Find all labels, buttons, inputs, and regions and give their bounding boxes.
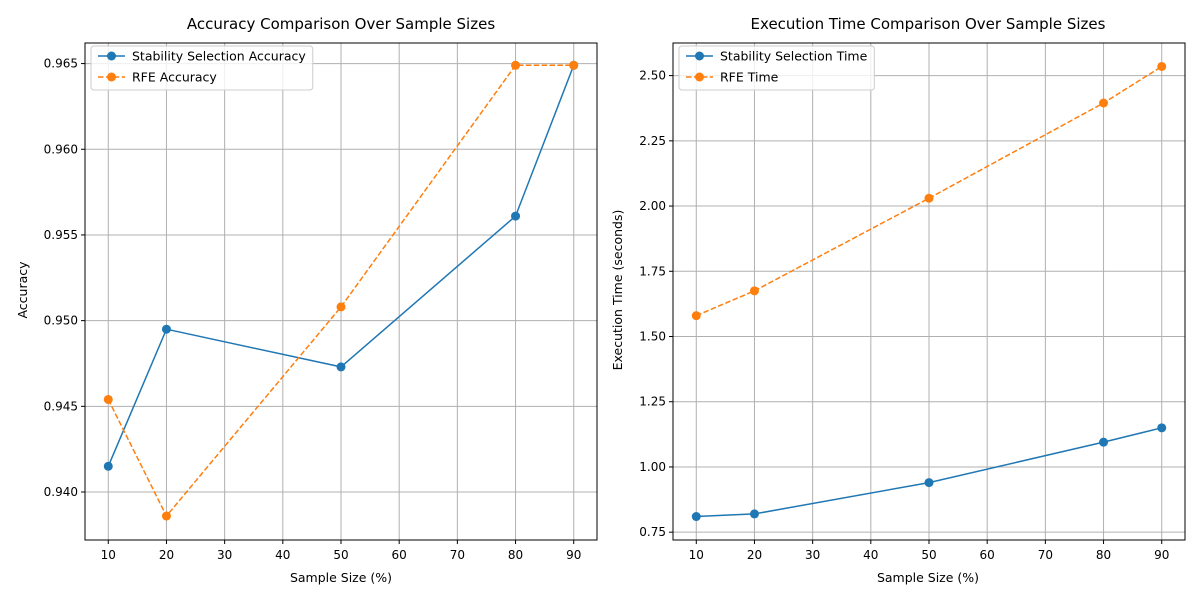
execution-time-x-tick-label: 30 <box>805 548 820 562</box>
accuracy-y-tick-label: 0.940 <box>44 485 78 499</box>
execution-time-chart-ylabel: Execution Time (seconds) <box>610 210 625 371</box>
accuracy-x-tick-label: 60 <box>392 548 407 562</box>
accuracy-legend-box <box>90 45 314 91</box>
accuracy-plot-area: 10 20 30 40 50 60 70 80 90 0.940 0.945 0.950 0.955 0.… <box>44 42 598 562</box>
accuracy-series-1-point <box>511 60 521 70</box>
execution-time-series-0-point <box>924 478 934 488</box>
accuracy-chart-title: Accuracy Comparison Over Sample Sizes <box>187 15 495 33</box>
execution-time-series-0-point <box>749 509 759 519</box>
accuracy-x-tick-label: 20 <box>159 548 174 562</box>
execution-time-y-tick-label: 2.00 <box>639 199 666 213</box>
execution-time-y-tick-label: 1.75 <box>639 264 666 278</box>
execution-time-x-tick-label: 80 <box>1096 548 1111 562</box>
execution-time-y-tick-label: 1.50 <box>639 330 666 344</box>
accuracy-series-1-point <box>569 60 579 70</box>
execution-time-plot-area: 10 20 30 40 50 60 70 80 90 0.75 1.00 1.25 1.50 1.75 2.… <box>639 42 1186 562</box>
accuracy-x-tick-label: 90 <box>566 548 581 562</box>
accuracy-x-tick-label: 10 <box>101 548 116 562</box>
accuracy-x-tick-label: 50 <box>333 548 348 562</box>
execution-time-series-1-point <box>691 311 701 321</box>
execution-time-x-tick-label: 40 <box>863 548 878 562</box>
execution-time-series-0-point <box>1157 423 1167 433</box>
execution-time-legend-label-0: Stability Selection Time <box>720 49 868 64</box>
accuracy-chart-ylabel: Accuracy <box>15 261 30 319</box>
execution-time-series-1-point <box>1157 61 1167 71</box>
execution-time-x-tick-label: 10 <box>689 548 704 562</box>
accuracy-series-1-point <box>336 302 346 312</box>
accuracy-legend-label-0: Stability Selection Accuracy <box>132 49 306 64</box>
execution-time-series-1-point <box>749 286 759 296</box>
execution-time-legend-label-1: RFE Time <box>720 70 779 85</box>
accuracy-y-tick-label: 0.945 <box>44 399 78 413</box>
accuracy-x-tick-label: 80 <box>508 548 523 562</box>
accuracy-series-0-point <box>511 211 521 221</box>
execution-time-y-tick-label: 1.25 <box>639 395 666 409</box>
accuracy-y-tick-label: 0.950 <box>44 314 78 328</box>
accuracy-series-0-point <box>161 324 171 334</box>
execution-time-x-tick-label: 70 <box>1038 548 1053 562</box>
execution-time-legend-box <box>678 45 875 91</box>
execution-time-x-tick-label: 20 <box>747 548 762 562</box>
execution-time-legend-marker-0 <box>695 51 704 61</box>
execution-time-series-1-point <box>924 193 934 203</box>
accuracy-x-tick-label: 30 <box>217 548 232 562</box>
accuracy-legend-label-1: RFE Accuracy <box>132 70 217 85</box>
execution-time-x-tick-label: 50 <box>921 548 936 562</box>
accuracy-chart-xlabel: Sample Size (%) <box>290 570 392 585</box>
execution-time-x-tick-label: 90 <box>1154 548 1169 562</box>
accuracy-x-tick-label: 70 <box>450 548 465 562</box>
execution-time-legend-marker-1 <box>695 72 704 82</box>
execution-time-chart-title: Execution Time Comparison Over Sample Si… <box>751 15 1106 33</box>
accuracy-chart: Accuracy Comparison Over Sample Sizes Sa… <box>15 15 598 585</box>
accuracy-series-1-point <box>103 394 113 404</box>
execution-time-y-tick-label: 2.50 <box>639 69 666 83</box>
execution-time-y-tick-label: 0.75 <box>639 525 666 539</box>
accuracy-legend-marker-0 <box>107 51 116 61</box>
execution-time-series-1-point <box>1099 98 1109 108</box>
accuracy-y-tick-label: 0.965 <box>44 57 78 71</box>
accuracy-series-1-point <box>161 511 171 521</box>
execution-time-series-0-point <box>1099 437 1109 447</box>
accuracy-y-tick-label: 0.960 <box>44 142 78 156</box>
execution-time-legend: Stability Selection Time RFE Time <box>678 45 875 91</box>
accuracy-x-tick-label: 40 <box>275 548 290 562</box>
execution-time-chart: Execution Time Comparison Over Sample Si… <box>610 15 1186 585</box>
execution-time-x-tick-label: 60 <box>980 548 995 562</box>
execution-time-series-0-point <box>691 512 701 522</box>
accuracy-y-tick-label: 0.955 <box>44 228 78 242</box>
execution-time-chart-xlabel: Sample Size (%) <box>877 570 979 585</box>
accuracy-series-0-point <box>336 362 346 372</box>
accuracy-series-0-point <box>103 461 113 471</box>
accuracy-legend: Stability Selection Accuracy RFE Accuracy <box>90 45 314 91</box>
execution-time-y-tick-label: 1.00 <box>639 460 666 474</box>
execution-time-y-tick-label: 2.25 <box>639 134 666 148</box>
accuracy-legend-marker-1 <box>107 72 116 82</box>
accuracy-series-line-1 <box>107 64 574 518</box>
